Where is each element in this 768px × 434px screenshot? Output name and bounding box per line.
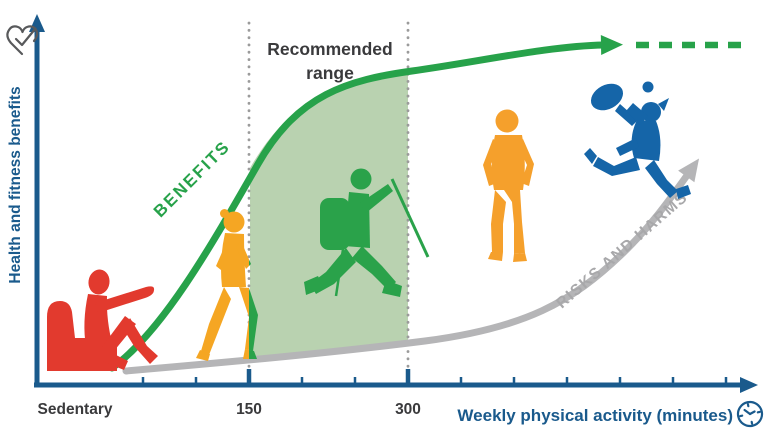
clock-icon <box>736 400 764 428</box>
x-axis-title: Weekly physical activity (minutes) <box>457 406 733 425</box>
tennis-player-pictogram <box>584 81 691 199</box>
tick-label-300: 300 <box>395 401 421 418</box>
tennis-racket <box>590 83 624 111</box>
hiker-pictogram <box>304 168 430 297</box>
y-axis-title: Health and fitness benefits <box>7 86 24 283</box>
sedentary-person-pictogram <box>47 269 158 371</box>
risks-curve-label: RISKS AND HARMS <box>553 189 691 312</box>
recommended-range-line2: range <box>306 63 354 83</box>
heart-check-icon <box>6 25 39 56</box>
risks-and-harms-curve <box>122 158 700 375</box>
tick-label-150: 150 <box>236 401 262 418</box>
x-axis-ticks <box>141 369 728 384</box>
benefits-curve-label: BENEFITS <box>150 137 234 221</box>
runner-pictogram <box>483 109 534 262</box>
benefits-curve <box>108 35 623 372</box>
tick-label-sedentary: Sedentary <box>38 401 113 418</box>
recommended-range-heading: Recommended range <box>267 39 392 83</box>
recommended-range-line1: Recommended <box>267 39 392 59</box>
tennis-ball <box>642 81 654 93</box>
